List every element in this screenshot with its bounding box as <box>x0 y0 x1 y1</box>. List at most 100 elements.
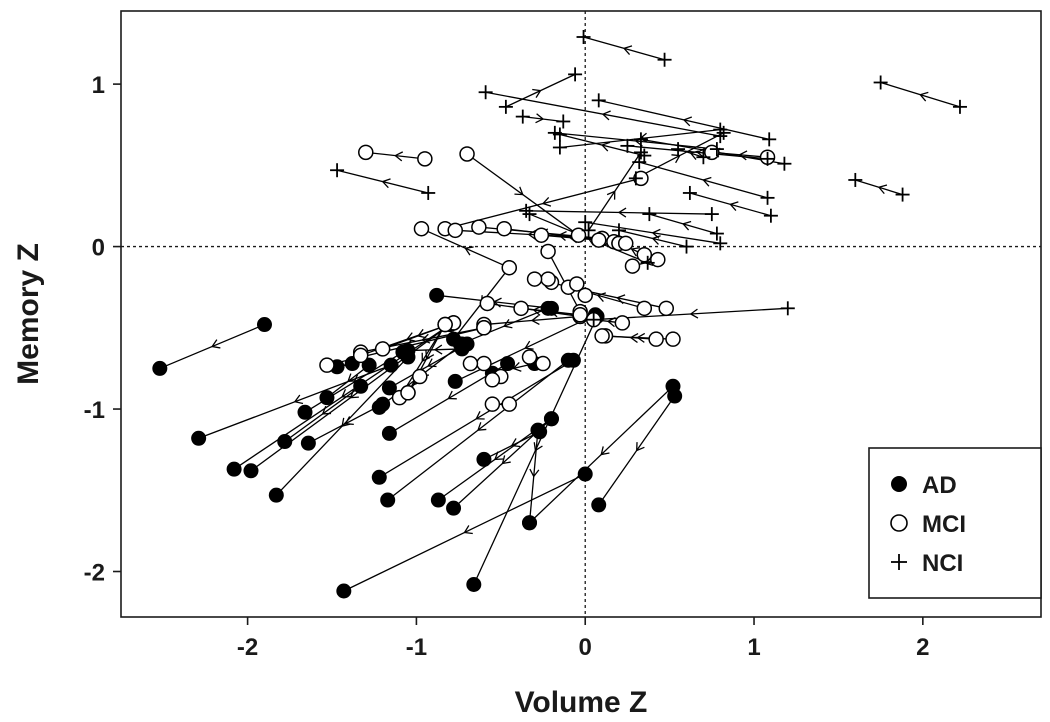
nci-point <box>716 125 731 140</box>
ad-point <box>226 461 242 477</box>
nci-trajectory <box>598 99 770 140</box>
nci-point <box>519 203 534 218</box>
ad-point <box>336 583 352 599</box>
nci-point <box>628 171 643 186</box>
nci-point <box>568 67 583 82</box>
mci-point <box>569 276 585 292</box>
data-points <box>152 29 967 599</box>
nci-trajectory <box>689 192 772 217</box>
y-axis: -2 -1 0 1 <box>84 72 121 587</box>
nci-point <box>632 155 647 170</box>
ad-point <box>429 287 445 303</box>
legend-marker-ad <box>891 476 907 492</box>
nci-point <box>895 187 910 202</box>
ad-point <box>383 357 399 373</box>
mci-point <box>650 251 666 268</box>
mci-point <box>496 220 512 237</box>
nci-trajectory <box>588 151 642 231</box>
mci-point <box>358 144 374 161</box>
mci-point <box>540 271 556 287</box>
mci-point <box>462 355 479 372</box>
ad-point <box>560 352 576 368</box>
ad-point <box>522 515 538 531</box>
mci-point <box>614 315 631 331</box>
nci-point <box>713 236 728 251</box>
y-tick-label: -1 <box>84 397 105 424</box>
nci-point <box>713 122 728 137</box>
nci-point <box>679 239 694 254</box>
nci-trajectory <box>505 73 576 108</box>
ad-trajectory <box>483 431 540 460</box>
nci-point <box>642 207 657 222</box>
nci-point <box>620 138 635 153</box>
x-tick-label: 0 <box>579 634 592 661</box>
ad-point <box>430 492 446 508</box>
mci-point <box>484 372 501 388</box>
ad-point <box>577 466 593 482</box>
y-tick-label: -2 <box>84 560 105 587</box>
mci-point <box>484 396 501 412</box>
mci-point <box>476 355 492 372</box>
ad-point <box>371 469 387 485</box>
ad-trajectory <box>343 473 586 592</box>
mci-point <box>577 287 593 304</box>
ad-point <box>380 492 396 508</box>
nci-point <box>763 208 778 223</box>
nci-point <box>952 99 967 114</box>
ad-point <box>466 577 482 593</box>
ad-point <box>319 390 335 406</box>
nci-point <box>696 150 711 165</box>
nci-point <box>704 207 719 222</box>
mci-point <box>624 258 641 274</box>
nci-point <box>760 190 775 205</box>
ad-point <box>152 360 168 376</box>
ad-trajectory <box>528 430 540 523</box>
mci-point <box>521 349 538 365</box>
ad-point <box>543 300 559 316</box>
nci-point <box>633 145 648 160</box>
nci-point <box>581 223 596 238</box>
mci-point <box>501 259 518 276</box>
mci-point <box>648 331 664 347</box>
y-tick-label: 0 <box>92 235 105 262</box>
legend-marker-mci <box>890 514 908 532</box>
nci-point <box>682 185 697 200</box>
nci-trajectory <box>677 148 704 160</box>
mci-point <box>540 243 556 260</box>
ad-point <box>381 380 397 396</box>
nci-point <box>640 255 655 270</box>
nci-trajectory <box>336 169 429 194</box>
nci-point <box>522 207 537 222</box>
ad-trajectory <box>308 403 383 444</box>
ad-trajectory <box>529 385 674 524</box>
ad-point <box>400 343 416 359</box>
mci-trajectory <box>421 228 510 269</box>
ad-point <box>500 356 516 372</box>
ad-point <box>591 497 607 513</box>
ad-point <box>243 463 259 479</box>
nci-point <box>478 85 493 100</box>
ad-point <box>446 331 462 347</box>
nci-point <box>633 132 648 147</box>
mci-point <box>413 220 430 237</box>
x-tick-label: 1 <box>747 634 760 661</box>
ad-point <box>268 487 284 503</box>
ad-point <box>381 425 397 441</box>
mci-point <box>617 235 634 252</box>
mci-trajectory <box>365 151 425 162</box>
mci-point <box>513 300 529 317</box>
mci-point <box>526 271 543 287</box>
mci-point <box>501 396 518 412</box>
mci-point <box>476 320 492 336</box>
nci-point <box>515 109 530 124</box>
legend: AD MCI NCI <box>868 447 1042 599</box>
mci-point <box>535 355 551 372</box>
ad-point <box>300 435 316 451</box>
ad-trajectory <box>378 359 574 478</box>
nci-point <box>421 185 436 200</box>
nci-point <box>578 215 593 230</box>
nci-point <box>556 114 571 129</box>
ad-trajectory <box>284 385 362 443</box>
mci-point <box>594 328 610 344</box>
